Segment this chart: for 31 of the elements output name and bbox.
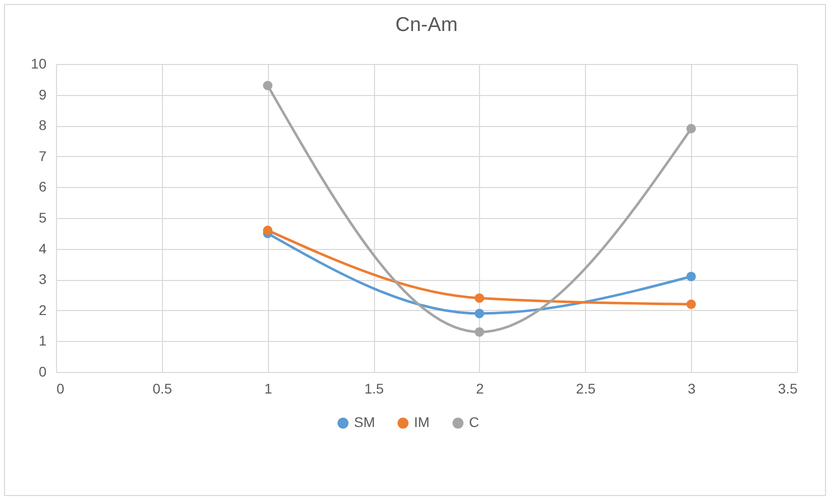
point — [474, 293, 484, 303]
y-tick-label: 7 — [38, 148, 47, 164]
y-tick-label: 9 — [38, 86, 47, 102]
y-tick-label: 8 — [38, 117, 47, 134]
point — [686, 124, 696, 134]
point — [686, 300, 696, 309]
x-tick-label: 1.5 — [364, 380, 384, 396]
y-tick-label: 0 — [38, 364, 47, 380]
x-tick-label: 0.5 — [152, 380, 172, 396]
point — [262, 226, 272, 236]
point — [686, 272, 696, 282]
x-tick-label: 3.5 — [778, 380, 798, 396]
point — [262, 80, 272, 90]
y-tick-label: 6 — [38, 178, 47, 195]
x-tick-label: 0 — [56, 380, 64, 396]
legend-label: SM — [354, 414, 375, 430]
x-tick-label: 3 — [688, 380, 696, 396]
x-tick-label: 1 — [264, 380, 272, 396]
y-tick-label: 3 — [38, 271, 47, 288]
y-tick-label: 2 — [38, 302, 47, 318]
chart-title: Cn-Am — [395, 14, 458, 36]
y-tick-label: 4 — [38, 240, 47, 256]
legend-label: IM — [414, 414, 430, 430]
x-tick-label: 2.5 — [576, 380, 596, 396]
point — [474, 327, 484, 337]
legend-label: C — [469, 414, 480, 430]
x-tick-label: 2 — [476, 380, 484, 396]
y-tick-label: 10 — [30, 56, 47, 72]
point — [474, 308, 484, 318]
y-tick-label: 1 — [38, 332, 47, 349]
y-tick-label: 5 — [38, 210, 47, 226]
